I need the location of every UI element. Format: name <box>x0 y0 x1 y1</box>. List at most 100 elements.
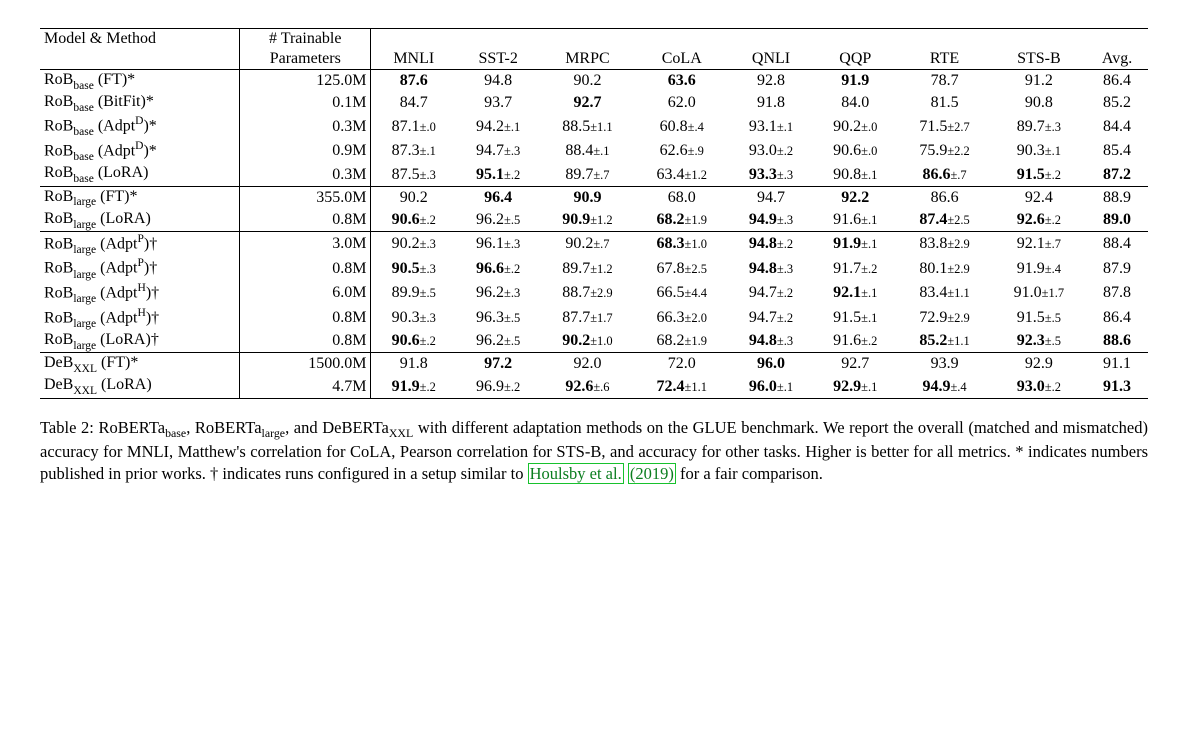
table-row: RoBbase (AdptD)*0.9M87.3±.194.7±.388.4±.… <box>40 139 1148 164</box>
metric-cell: 91.6±.1 <box>813 209 897 232</box>
metric-cell: 91.7±.2 <box>813 256 897 281</box>
results-table-wrap: Model & Method # Trainable Parameters MN… <box>40 28 1148 399</box>
metric-cell: 68.0 <box>635 186 729 209</box>
trainable-params: 355.0M <box>240 186 371 209</box>
table-row: RoBlarge (FT)*355.0M90.296.490.968.094.7… <box>40 186 1148 209</box>
metric-cell: 87.2 <box>1086 163 1148 186</box>
trainable-params: 3.0M <box>240 231 371 256</box>
trainable-params: 125.0M <box>240 70 371 93</box>
table-row: RoBbase (FT)*125.0M87.694.890.263.692.89… <box>40 70 1148 93</box>
metric-cell: 90.3±.1 <box>992 139 1086 164</box>
metric-cell: 71.5±2.7 <box>897 114 991 139</box>
citation-year[interactable]: (2019) <box>628 463 676 484</box>
metric-cell: 92.8 <box>729 70 813 93</box>
metric-cell: 89.7±.3 <box>992 114 1086 139</box>
metric-cell: 97.2 <box>456 353 540 376</box>
metric-cell: 63.4±1.2 <box>635 163 729 186</box>
header-task: MRPC <box>540 49 634 70</box>
metric-cell: 87.8 <box>1086 281 1148 306</box>
header-task: RTE <box>897 49 991 70</box>
header-spacer <box>371 29 1148 50</box>
table-row: RoBlarge (AdptH)†0.8M90.3±.396.3±.587.7±… <box>40 306 1148 331</box>
metric-cell: 89.7±.7 <box>540 163 634 186</box>
metric-cell: 84.4 <box>1086 114 1148 139</box>
header-trainable: # Trainable <box>240 29 371 50</box>
metric-cell: 91.0±1.7 <box>992 281 1086 306</box>
metric-cell: 96.4 <box>456 186 540 209</box>
method-name: DeBXXL (LoRA) <box>40 375 240 398</box>
metric-cell: 78.7 <box>897 70 991 93</box>
metric-cell: 87.9 <box>1086 256 1148 281</box>
metric-cell: 89.9±.5 <box>371 281 456 306</box>
metric-cell: 91.5±.1 <box>813 306 897 331</box>
method-name: RoBlarge (LoRA) <box>40 209 240 232</box>
table-header: Model & Method # Trainable Parameters MN… <box>40 29 1148 70</box>
table-row: RoBlarge (AdptH)†6.0M89.9±.596.2±.388.7±… <box>40 281 1148 306</box>
table-row: RoBbase (LoRA)0.3M87.5±.395.1±.289.7±.76… <box>40 163 1148 186</box>
table-row: RoBbase (AdptD)*0.3M87.1±.094.2±.188.5±1… <box>40 114 1148 139</box>
metric-cell: 93.7 <box>456 92 540 114</box>
metric-cell: 72.0 <box>635 353 729 376</box>
metric-cell: 91.8 <box>371 353 456 376</box>
metric-cell: 90.5±.3 <box>371 256 456 281</box>
metric-cell: 86.4 <box>1086 70 1148 93</box>
metric-cell: 84.7 <box>371 92 456 114</box>
header-task: QQP <box>813 49 897 70</box>
metric-cell: 85.4 <box>1086 139 1148 164</box>
metric-cell: 88.4±.1 <box>540 139 634 164</box>
metric-cell: 90.6±.0 <box>813 139 897 164</box>
trainable-params: 0.1M <box>240 92 371 114</box>
metric-cell: 66.5±4.4 <box>635 281 729 306</box>
trainable-params: 0.9M <box>240 139 371 164</box>
metric-cell: 92.9±.1 <box>813 375 897 398</box>
metric-cell: 92.1±.7 <box>992 231 1086 256</box>
table-row: DeBXXL (LoRA)4.7M91.9±.296.9±.292.6±.672… <box>40 375 1148 398</box>
results-table: Model & Method # Trainable Parameters MN… <box>40 28 1148 399</box>
metric-cell: 94.7±.2 <box>729 281 813 306</box>
header-empty <box>40 49 240 70</box>
metric-cell: 83.4±1.1 <box>897 281 991 306</box>
metric-cell: 91.8 <box>729 92 813 114</box>
metric-cell: 86.6±.7 <box>897 163 991 186</box>
metric-cell: 94.9±.3 <box>729 209 813 232</box>
metric-cell: 88.5±1.1 <box>540 114 634 139</box>
metric-cell: 91.9±.4 <box>992 256 1086 281</box>
metric-cell: 87.3±.1 <box>371 139 456 164</box>
metric-cell: 90.6±.2 <box>371 330 456 353</box>
metric-cell: 88.9 <box>1086 186 1148 209</box>
metric-cell: 91.5±.2 <box>992 163 1086 186</box>
metric-cell: 90.2 <box>371 186 456 209</box>
metric-cell: 81.5 <box>897 92 991 114</box>
trainable-params: 0.8M <box>240 306 371 331</box>
metric-cell: 93.9 <box>897 353 991 376</box>
metric-cell: 91.6±.2 <box>813 330 897 353</box>
table-row: RoBlarge (LoRA)†0.8M90.6±.296.2±.590.2±1… <box>40 330 1148 353</box>
trainable-params: 0.8M <box>240 256 371 281</box>
metric-cell: 96.0±.1 <box>729 375 813 398</box>
metric-cell: 87.4±2.5 <box>897 209 991 232</box>
method-name: RoBlarge (AdptH)† <box>40 306 240 331</box>
metric-cell: 94.8±.3 <box>729 330 813 353</box>
metric-cell: 93.0±.2 <box>992 375 1086 398</box>
metric-cell: 94.7±.3 <box>456 139 540 164</box>
method-name: RoBbase (BitFit)* <box>40 92 240 114</box>
metric-cell: 96.2±.5 <box>456 209 540 232</box>
metric-cell: 90.2±.3 <box>371 231 456 256</box>
metric-cell: 92.1±.1 <box>813 281 897 306</box>
citation[interactable]: Houlsby et al. <box>528 463 624 484</box>
metric-cell: 86.4 <box>1086 306 1148 331</box>
metric-cell: 62.6±.9 <box>635 139 729 164</box>
metric-cell: 80.1±2.9 <box>897 256 991 281</box>
header-parameters: Parameters <box>240 49 371 70</box>
metric-cell: 84.0 <box>813 92 897 114</box>
metric-cell: 68.2±1.9 <box>635 209 729 232</box>
metric-cell: 66.3±2.0 <box>635 306 729 331</box>
metric-cell: 75.9±2.2 <box>897 139 991 164</box>
cite-year: 2019 <box>635 464 668 483</box>
metric-cell: 94.8±.3 <box>729 256 813 281</box>
method-name: RoBbase (AdptD)* <box>40 114 240 139</box>
metric-cell: 68.3±1.0 <box>635 231 729 256</box>
method-name: RoBlarge (AdptP)† <box>40 256 240 281</box>
method-name: RoBlarge (AdptH)† <box>40 281 240 306</box>
trainable-params: 6.0M <box>240 281 371 306</box>
